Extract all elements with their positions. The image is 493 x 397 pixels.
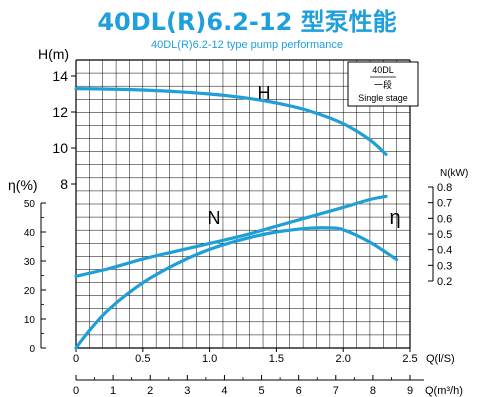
eff-tick-label: 0 bbox=[29, 344, 35, 355]
curve-label-eta: η bbox=[389, 207, 400, 229]
head-tick-label: 12 bbox=[52, 104, 68, 120]
x-tick-label: 1.0 bbox=[202, 353, 217, 365]
power-tick-label: 0.3 bbox=[437, 260, 452, 272]
head-tick-label: 14 bbox=[52, 68, 68, 84]
eff-tick-label: 40 bbox=[24, 228, 36, 239]
series-line-h bbox=[74, 87, 388, 156]
power-tick-label: 0.4 bbox=[437, 245, 452, 257]
x2-axis-label: Q(m³/h) bbox=[425, 385, 463, 397]
x2-tick-label: 1 bbox=[110, 385, 116, 397]
power-axis-label: N(kW) bbox=[440, 168, 468, 179]
power-tick-label: 0.5 bbox=[437, 229, 452, 241]
x-axis-label: Q(l/S) bbox=[426, 353, 455, 365]
head-axis-label: H(m) bbox=[38, 46, 69, 62]
eff-tick-label: 10 bbox=[24, 315, 36, 326]
power-tick-label: 0.2 bbox=[437, 276, 452, 288]
power-tick-label: 0.8 bbox=[437, 182, 452, 194]
x-tick-label: 2.0 bbox=[336, 353, 351, 365]
legend-stage-en: Single stage bbox=[358, 93, 408, 103]
x2-tick-label: 6 bbox=[296, 385, 302, 397]
x2-tick-label: 0 bbox=[73, 385, 79, 397]
x-tick-label: 0.5 bbox=[135, 353, 150, 365]
x-tick-label: 0 bbox=[73, 353, 79, 365]
x2-tick-label: 7 bbox=[333, 385, 339, 397]
x2-tick-label: 8 bbox=[370, 385, 376, 397]
curve-label-n: N bbox=[208, 208, 221, 228]
x2-tick-label: 5 bbox=[258, 385, 264, 397]
x2-tick-label: 9 bbox=[407, 385, 413, 397]
chart-title: 40DL(R)6.2-12 型泵性能 bbox=[97, 8, 396, 36]
head-tick-label: 10 bbox=[52, 140, 68, 156]
series-line-n bbox=[74, 194, 388, 278]
series-line-eta bbox=[74, 226, 399, 350]
x2-tick-label: 2 bbox=[147, 385, 153, 397]
head-tick-label: 8 bbox=[60, 176, 68, 192]
curves bbox=[74, 87, 399, 350]
x2-tick-label: 3 bbox=[184, 385, 190, 397]
legend-model: 40DL bbox=[372, 65, 394, 75]
eff-axis-label: η(%) bbox=[8, 177, 38, 193]
eff-tick-label: 30 bbox=[24, 257, 36, 268]
axes: H(m)8101214η(%)01020304050N(kW)0.20.30.4… bbox=[8, 46, 468, 397]
power-tick-label: 0.6 bbox=[437, 213, 452, 225]
x-tick-label: 1.5 bbox=[269, 353, 284, 365]
legend-box: 40DL 一段 Single stage bbox=[347, 61, 419, 107]
eff-tick-label: 50 bbox=[24, 199, 36, 210]
chart-subtitle: 40DL(R)6.2-12 type pump performance bbox=[151, 39, 343, 51]
x2-tick-label: 4 bbox=[221, 385, 227, 397]
curve-label-h: H bbox=[258, 83, 271, 103]
x-tick-label: 2.5 bbox=[402, 353, 417, 365]
eff-tick-label: 20 bbox=[24, 286, 36, 297]
legend-stage-cn: 一段 bbox=[374, 79, 392, 90]
power-tick-label: 0.7 bbox=[437, 198, 452, 210]
